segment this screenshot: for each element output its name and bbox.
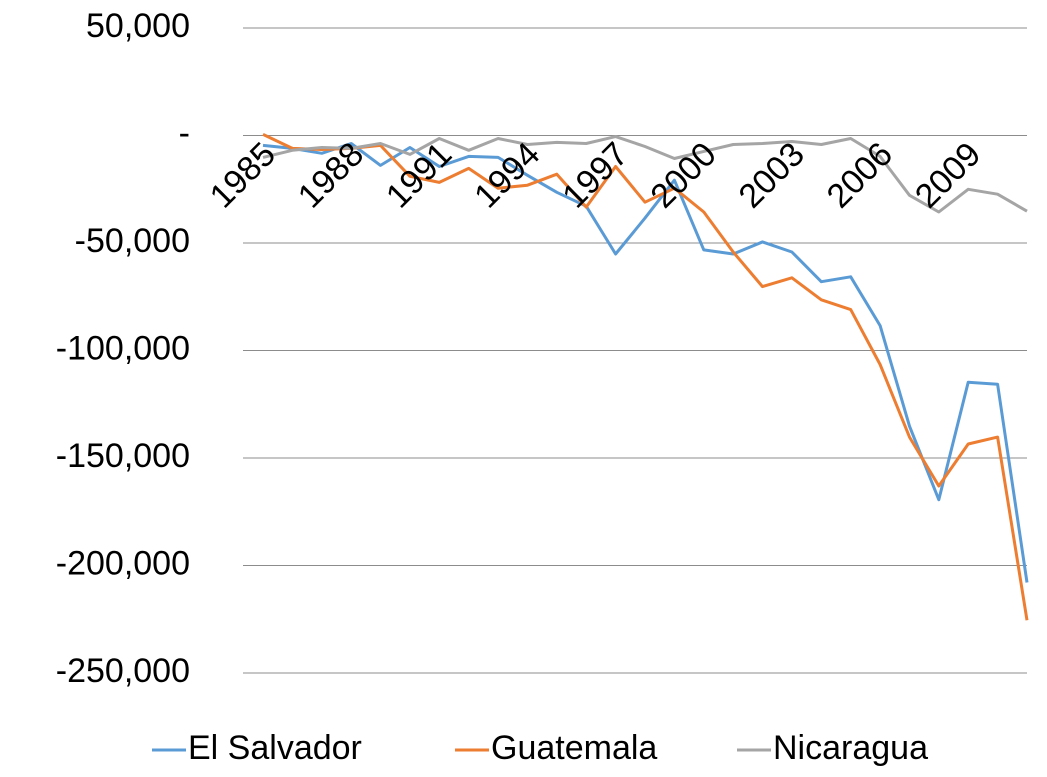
y-tick-label: -250,000 — [56, 652, 190, 690]
y-tick-label: -200,000 — [56, 544, 190, 582]
y-tick-label: -150,000 — [56, 437, 190, 475]
series-line — [262, 135, 1028, 214]
x-tick-label: 2003 — [732, 135, 812, 215]
series-line — [262, 133, 1029, 621]
legend-label: Guatemala — [491, 729, 657, 767]
legend-label: El Salvador — [188, 729, 362, 767]
y-tick-label: - — [179, 114, 190, 152]
x-tick-label: 2006 — [820, 135, 900, 215]
legend-label: Nicaragua — [773, 729, 928, 767]
y-tick-label: -50,000 — [75, 222, 190, 260]
y-tick-label: 50,000 — [86, 7, 190, 45]
y-tick-label: -100,000 — [56, 329, 190, 367]
series-line — [262, 142, 1029, 583]
